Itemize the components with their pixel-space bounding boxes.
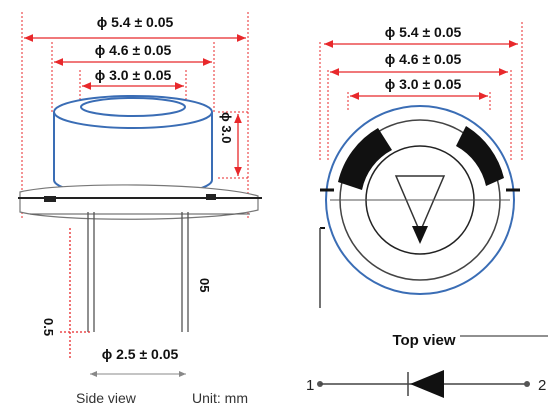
top-dim-mid-label: ϕ 4.6 ± 0.05	[385, 51, 462, 67]
side-extension-lines	[21, 12, 250, 220]
unit-caption: Unit: mm	[192, 390, 248, 406]
buzzer-pins	[60, 212, 189, 358]
top-dim-outer-label: ϕ 5.4 ± 0.05	[385, 24, 462, 40]
side-dim-pin-length-label: 0.5	[41, 318, 56, 336]
side-view-caption: Side view	[76, 390, 137, 406]
top-shadow-arc-right	[456, 126, 504, 186]
side-dim-mid-label: ϕ 4.6 ± 0.05	[95, 42, 172, 58]
polarity-symbol: 1 2	[306, 370, 546, 398]
sound-hole-ellipse	[80, 97, 186, 117]
side-dim-pin-spacing-label: ϕ 2.5 ± 0.05	[102, 346, 179, 362]
top-extension-lines	[319, 22, 523, 160]
buzzer-body	[18, 95, 262, 220]
buzzer-top-body	[319, 105, 520, 308]
symbol-arrow	[410, 370, 444, 398]
side-dim-lead-label: 05	[197, 278, 212, 292]
top-shadow-arc	[338, 128, 392, 190]
top-view-caption: Top view	[392, 332, 455, 349]
side-dim-outer-label: ϕ 5.4 ± 0.05	[97, 14, 174, 30]
symbol-pin1-label: 1	[306, 377, 314, 394]
side-view: ϕ 5.4 ± 0.05 ϕ 4.6 ± 0.05 ϕ 3.0 ± 0.05 ϕ…	[18, 12, 262, 406]
symbol-pin2-label: 2	[538, 377, 546, 394]
side-dim-inner-label: ϕ 3.0 ± 0.05	[95, 67, 172, 83]
top-dim-inner-label: ϕ 3.0 ± 0.05	[385, 76, 462, 92]
side-dim-height-label: ϕ 3.0	[219, 112, 234, 143]
pin2-dot	[524, 381, 530, 387]
top-view: ϕ 5.4 ± 0.05 ϕ 4.6 ± 0.05 ϕ 3.0 ± 0.05 T…	[319, 22, 548, 349]
